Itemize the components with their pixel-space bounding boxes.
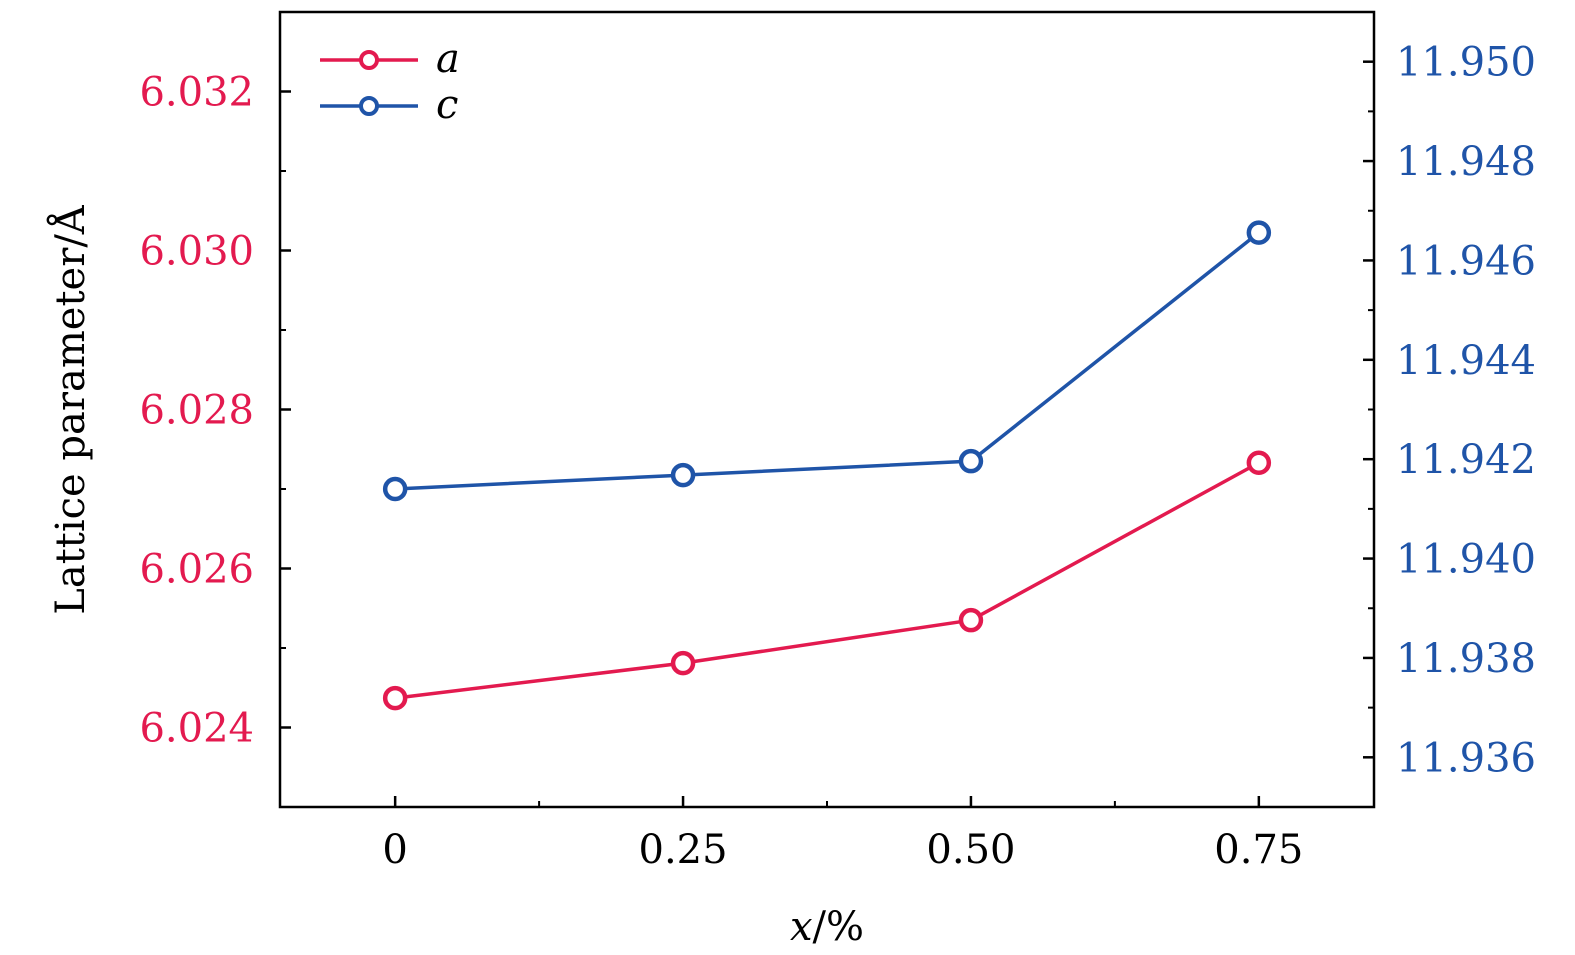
- plot-frame: [278, 10, 1376, 809]
- x-tick-label: 0.25: [639, 827, 728, 873]
- right-tick-label: 11.936: [1396, 735, 1536, 781]
- right-tick-label: 11.940: [1396, 537, 1536, 583]
- left-tick-label: 6.024: [139, 706, 254, 752]
- y-axis-title: Lattice parameter/Å: [47, 204, 94, 615]
- right-tick-label: 11.942: [1396, 437, 1536, 483]
- right-tick-label: 11.950: [1396, 40, 1536, 86]
- left-tick-label: 6.030: [139, 229, 254, 275]
- series-point-a: [670, 650, 696, 676]
- series-point-c: [382, 476, 408, 502]
- right-y-axis-ticks: 11.936 11.938 11.940 11.942 11.944 11.946 11.9…: [1363, 40, 1536, 781]
- left-tick-label: 6.026: [139, 547, 254, 593]
- x-axis-title-unit: /%: [813, 904, 864, 950]
- legend-entry-c: c: [320, 82, 458, 128]
- series-point-c: [670, 462, 696, 488]
- left-tick-label: 6.032: [139, 70, 254, 116]
- x-axis-ticks: 0 0.25 0.50 0.75: [382, 796, 1303, 873]
- x-tick-label: 0.50: [926, 827, 1015, 873]
- x-axis-title: x/%: [790, 904, 864, 950]
- legend-label-c: c: [436, 82, 458, 128]
- legend-entry-a: a: [320, 36, 460, 82]
- right-tick-label: 11.948: [1396, 139, 1536, 185]
- legend-marker-c: [359, 96, 379, 116]
- x-axis-title-variable: x: [790, 904, 813, 950]
- series-point-c: [958, 448, 984, 474]
- right-tick-label: 11.938: [1396, 636, 1536, 682]
- x-tick-label: 0: [382, 827, 407, 873]
- series-line-a: [394, 461, 1260, 700]
- legend-marker-a: [359, 50, 379, 70]
- series-line-c: [395, 231, 1260, 491]
- series-point-a: [1246, 450, 1272, 476]
- legend: a c: [320, 36, 460, 128]
- legend-label-a: a: [436, 36, 460, 82]
- series-layer: [382, 220, 1272, 711]
- right-tick-label: 11.946: [1396, 238, 1536, 284]
- left-y-axis-ticks: 6.024 6.026 6.028 6.030 6.032: [139, 11, 291, 752]
- series-point-a: [958, 607, 984, 633]
- left-tick-label: 6.028: [139, 388, 254, 434]
- x-tick-label: 0.75: [1214, 827, 1303, 873]
- series-point-a: [382, 685, 408, 711]
- right-tick-label: 11.944: [1396, 338, 1536, 384]
- series-point-c: [1246, 220, 1272, 245]
